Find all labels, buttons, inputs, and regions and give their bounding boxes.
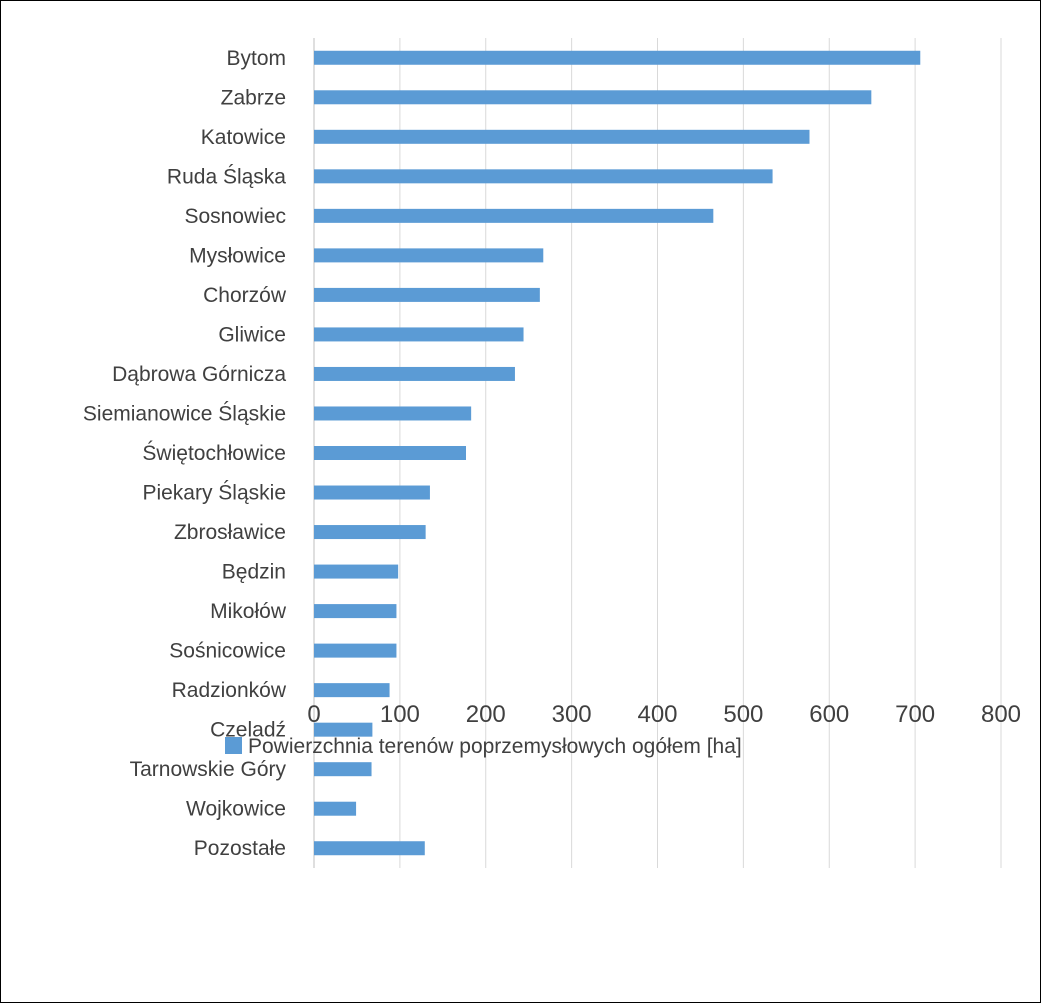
category-label: Bytom [226,47,286,70]
bar [314,366,515,381]
x-tick-labels: 0 100 200 300 400 500 600 700 800 [307,701,1021,728]
x-tick-label: 500 [723,701,763,728]
category-label: Wojkowice [186,798,286,821]
legend-label: Powierzchnia terenów poprzemysłowych ogó… [248,735,742,758]
bars [314,50,921,856]
x-tick-label: 600 [809,701,849,728]
category-label: Zabrze [221,86,286,109]
x-tick-label: 300 [552,701,592,728]
bar [314,762,372,777]
category-label: Katowice [201,126,286,149]
bar [314,208,714,223]
bar [314,683,390,698]
category-label: Gliwice [218,323,286,346]
x-tick-label: 700 [895,701,935,728]
bar [314,604,397,619]
category-label: Ruda Śląska [167,164,286,188]
bar [314,801,357,816]
category-labels: Bytom Zabrze Katowice Ruda Śląska Sosnowiec M… [83,47,287,860]
category-label: Sośnicowice [169,640,286,663]
bar [314,50,921,65]
bar [314,564,399,579]
category-label: Pozostałe [194,837,286,860]
bar [314,485,430,500]
category-label: Mysłowice [189,244,286,267]
category-label: Tarnowskie Góry [130,758,287,781]
bar [314,643,397,658]
category-label: Świętochłowice [142,441,286,465]
x-tick-label: 0 [307,701,320,728]
x-tick-label: 200 [466,701,506,728]
x-tick-label: 400 [637,701,677,728]
bar [314,248,544,263]
legend-swatch [225,737,242,754]
category-label: Sosnowiec [184,205,286,228]
bar [314,841,425,856]
bar [314,90,872,105]
category-label: Dąbrowa Górnicza [112,363,286,386]
bar [314,287,540,302]
bar [314,406,472,421]
category-label: Siemianowice Śląskie [83,401,286,425]
bar [314,446,466,460]
category-label: Radzionków [172,679,287,702]
category-label: Czeladź [210,719,286,742]
category-label: Chorzów [203,284,287,307]
category-label: Mikołów [210,600,287,623]
bar [314,129,810,144]
category-label: Będzin [222,561,286,584]
bar [314,525,426,540]
category-label: Piekary Śląskie [142,481,286,505]
category-label: Zbrosławice [174,521,286,544]
x-tick-label: 100 [380,701,420,728]
x-tick-label: 800 [981,701,1021,728]
bar [314,169,773,184]
legend: Powierzchnia terenów poprzemysłowych ogó… [225,735,742,758]
bar [314,722,373,737]
bar [314,327,524,342]
